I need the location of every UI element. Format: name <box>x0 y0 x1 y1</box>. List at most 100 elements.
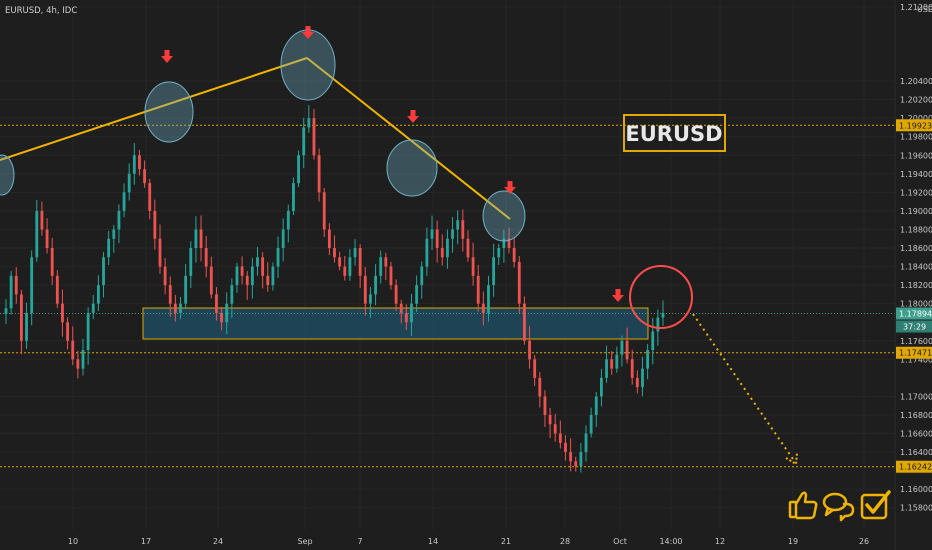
candle <box>235 262 239 293</box>
candle <box>158 224 162 274</box>
highlight-circle <box>0 154 15 196</box>
candles <box>4 105 665 473</box>
y-tick-label: 1.16400 <box>900 448 932 457</box>
candle <box>430 215 434 250</box>
candle <box>661 300 665 326</box>
candle <box>558 420 562 449</box>
candle <box>122 183 126 218</box>
candle <box>153 199 157 250</box>
y-tick-label: 1.18800 <box>900 225 932 234</box>
candle <box>502 229 506 263</box>
down-arrow-markers <box>161 26 624 302</box>
candle <box>91 294 95 320</box>
candle <box>451 216 454 253</box>
candle <box>615 346 619 373</box>
candle <box>117 204 121 244</box>
svg-text:1.17894: 1.17894 <box>899 309 932 318</box>
x-tick-label: 26 <box>859 537 869 546</box>
candle <box>487 275 490 322</box>
candle <box>512 236 516 268</box>
candle <box>19 289 23 355</box>
price-level-badge: 1.19923 <box>896 119 932 132</box>
checkbox-icon[interactable] <box>860 490 891 520</box>
candle <box>574 456 578 472</box>
y-tick-label: 1.18000 <box>900 300 932 309</box>
x-tick-label: 24 <box>213 537 223 546</box>
candle <box>553 413 557 442</box>
candle <box>143 160 146 188</box>
y-tick-label: 1.15800 <box>900 504 932 513</box>
candle <box>492 243 496 297</box>
candle <box>184 263 188 309</box>
y-tick-label: 1.17600 <box>900 337 932 346</box>
candle <box>589 407 593 438</box>
candle <box>14 267 18 304</box>
candle <box>517 255 521 314</box>
candle <box>30 250 34 326</box>
chat-bubbles-icon[interactable] <box>822 492 855 522</box>
y-tick-label: 1.19800 <box>900 133 932 142</box>
y-tick-label: 1.19000 <box>900 207 932 216</box>
candle <box>651 317 655 365</box>
candle <box>584 425 588 462</box>
x-axis: 10 17 24 Sep 7 14 21 28 Oct 14:00 12 19 26 <box>68 537 869 546</box>
candle <box>245 271 249 300</box>
candle <box>476 264 480 312</box>
candle <box>440 234 444 266</box>
candle <box>25 302 28 350</box>
candle <box>286 204 290 243</box>
candle <box>173 294 177 322</box>
down-arrow-icon <box>302 26 314 39</box>
candle <box>35 199 39 262</box>
trend-lines <box>0 57 511 220</box>
down-arrow-icon <box>407 110 419 123</box>
candle <box>630 349 634 385</box>
candle <box>446 229 449 269</box>
y-tick-label: 1.18400 <box>900 263 932 272</box>
candle <box>348 249 352 281</box>
candle <box>420 261 424 299</box>
candle <box>281 218 285 262</box>
highlight-circle <box>144 81 194 143</box>
action-icons[interactable] <box>788 490 891 522</box>
svg-text:1.17471: 1.17471 <box>899 349 932 358</box>
candle <box>641 356 644 397</box>
y-axis: 1.21200 1.20400 1.20200 1.20000 1.19800 1.196… <box>900 3 932 513</box>
y-tick-label: 1.20400 <box>900 77 932 86</box>
x-tick-label: 14:00 <box>659 537 682 546</box>
candle <box>579 442 583 473</box>
candle <box>71 326 75 366</box>
candle <box>528 326 531 369</box>
x-tick-label: Sep <box>297 537 312 546</box>
y-tick-label: 1.16800 <box>900 411 932 420</box>
candle <box>625 327 629 364</box>
y-tick-label: 1.16000 <box>900 485 932 494</box>
chart-label-box <box>623 114 726 152</box>
candle <box>338 251 342 271</box>
candle <box>61 289 64 337</box>
x-tick-label: Oct <box>613 537 627 546</box>
x-tick-label: 21 <box>501 537 511 546</box>
candle <box>302 117 306 169</box>
svg-text:1.16242: 1.16242 <box>899 463 932 472</box>
grid <box>0 0 895 530</box>
candle <box>250 257 254 299</box>
candle <box>594 392 598 427</box>
candle <box>404 304 408 331</box>
candle <box>410 293 413 337</box>
y-tick-label: 1.18200 <box>900 281 932 290</box>
thumbs-up-icon[interactable] <box>788 491 818 520</box>
candle <box>40 201 44 236</box>
candle <box>189 241 193 289</box>
candle <box>610 351 614 375</box>
candle <box>240 256 244 285</box>
candle <box>358 244 362 288</box>
candle <box>307 105 311 133</box>
candle <box>220 306 223 331</box>
descending-trend-line <box>306 57 511 220</box>
target-circle <box>629 265 693 329</box>
y-tick-label: 1.17000 <box>900 392 932 401</box>
x-tick-label: 17 <box>141 537 151 546</box>
candle <box>312 108 316 160</box>
